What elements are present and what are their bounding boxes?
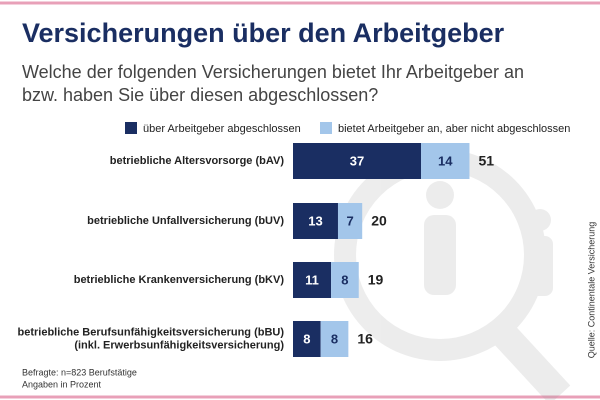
- category-label: betriebliche Unfallversicherung (bUV): [87, 215, 284, 227]
- note: Befragte: n=823 Berufstätige: [22, 367, 137, 377]
- bar-segment: [320, 321, 349, 357]
- bar-segment: [293, 203, 338, 239]
- note: Angaben in Prozent: [22, 379, 102, 389]
- category-label: betriebliche Berufsunfähigkeitsversicher…: [18, 326, 285, 338]
- category-label: betriebliche Altersvorsorge (bAV): [110, 155, 285, 167]
- source: Quelle: Continentale Versicherung: [586, 222, 596, 359]
- value-label: 11: [305, 272, 319, 287]
- total-label: 20: [371, 213, 387, 229]
- category-label: (inkl. Erwerbsunfähigkeitsversicherung): [74, 339, 284, 351]
- bar-segment: [293, 143, 422, 179]
- chart-title: Versicherungen über den Arbeitgeber: [22, 18, 505, 48]
- total-label: 16: [357, 331, 373, 347]
- subtitle: Welche der folgenden Versicherungen biet…: [22, 62, 524, 82]
- legend-label: bietet Arbeitgeber an, aber nicht abgesc…: [338, 123, 570, 135]
- legend-swatch: [320, 122, 332, 134]
- value-label: 8: [303, 331, 310, 346]
- bar-segment: [293, 321, 321, 357]
- legend-label: über Arbeitgeber abgeschlossen: [143, 123, 301, 135]
- value-label: 13: [308, 213, 322, 228]
- subtitle: bzw. haben Sie über diesen abgeschlossen…: [22, 85, 378, 105]
- total-label: 51: [478, 153, 494, 169]
- total-label: 19: [368, 272, 384, 288]
- value-label: 14: [438, 153, 453, 168]
- value-label: 7: [346, 213, 353, 228]
- bar-segment: [331, 262, 359, 298]
- bar-segment: [337, 203, 363, 239]
- bar-segment: [421, 143, 470, 179]
- bar-segment: [293, 262, 332, 298]
- category-label: betriebliche Krankenversicherung (bKV): [74, 274, 285, 286]
- watermark: [334, 149, 571, 400]
- legend-swatch: [125, 122, 137, 134]
- value-label: 37: [350, 153, 364, 168]
- value-label: 8: [341, 272, 348, 287]
- value-label: 8: [331, 331, 338, 346]
